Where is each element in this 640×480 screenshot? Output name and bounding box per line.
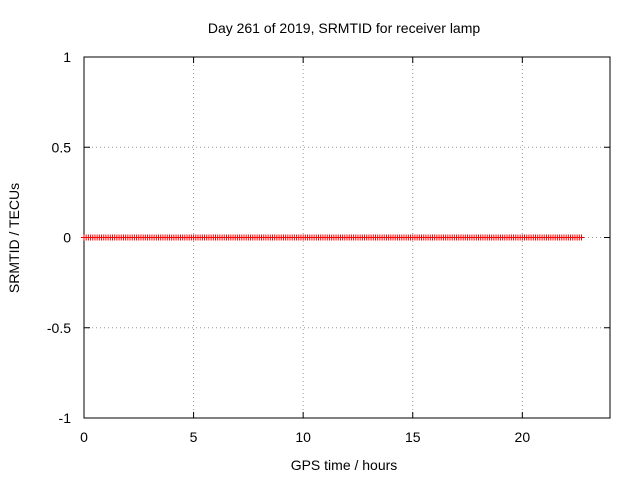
- y-tick-label: 1: [63, 49, 71, 65]
- x-tick-label: 20: [515, 429, 531, 445]
- y-tick-label: -0.5: [47, 320, 71, 336]
- y-tick-label: 0: [63, 230, 71, 246]
- x-tick-label: 5: [190, 429, 198, 445]
- data-point: [578, 234, 585, 241]
- axis-ticks: [83, 56, 610, 419]
- y-axis-label: SRMTID / TECUs: [6, 183, 22, 293]
- axis-tick-labels: 0 5 10 15 20 -1 -0.5 0 0.5 1: [47, 49, 530, 445]
- data-points: [81, 234, 585, 241]
- chart-title: Day 261 of 2019, SRMTID for receiver lam…: [208, 20, 481, 36]
- x-tick-label: 10: [295, 429, 311, 445]
- x-axis-label: GPS time / hours: [291, 457, 398, 473]
- x-tick-label: 15: [405, 429, 421, 445]
- y-tick-label: -1: [59, 410, 72, 426]
- y-tick-label: 0.5: [52, 139, 72, 155]
- x-tick-label: 0: [80, 429, 88, 445]
